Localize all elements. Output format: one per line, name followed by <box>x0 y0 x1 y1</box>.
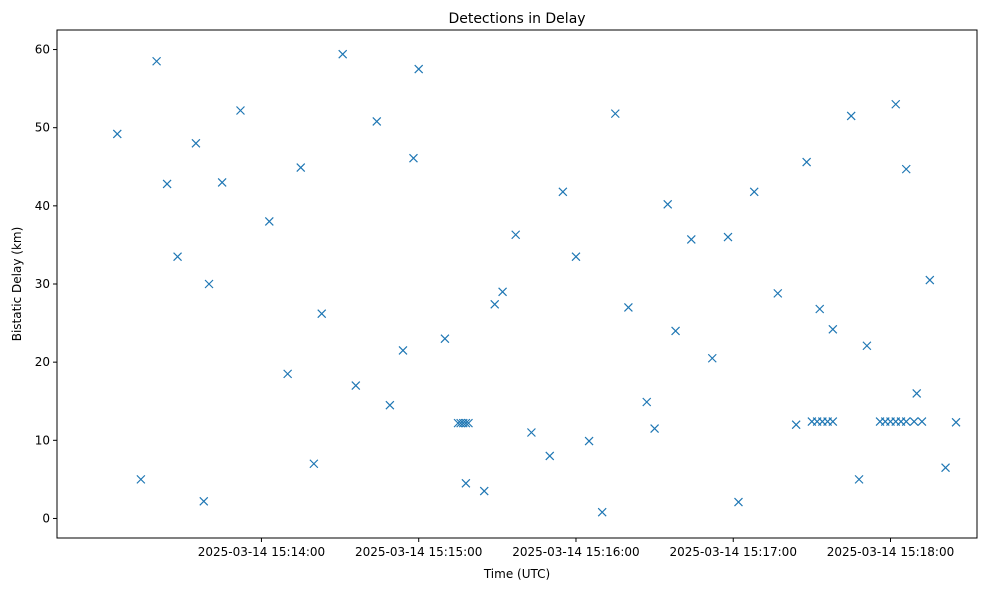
x-tick-label: 2025-03-14 15:16:00 <box>512 545 639 559</box>
data-point <box>264 217 274 226</box>
y-tick-label: 0 <box>42 511 50 525</box>
data-points <box>112 49 961 517</box>
data-point <box>951 417 961 427</box>
data-point <box>479 486 489 496</box>
y-tick-label: 20 <box>35 355 50 369</box>
data-point <box>317 309 327 319</box>
data-point <box>385 400 395 410</box>
data-point <box>642 397 652 407</box>
data-point <box>558 187 568 197</box>
data-point <box>112 129 122 139</box>
y-tick-label: 50 <box>35 121 50 135</box>
data-point <box>236 106 245 115</box>
y-tick-label: 10 <box>35 433 50 447</box>
data-point <box>461 478 471 488</box>
data-point <box>909 417 919 426</box>
data-point <box>309 459 319 469</box>
data-point <box>372 117 382 126</box>
data-point <box>296 163 306 172</box>
data-point <box>623 303 633 312</box>
data-point <box>490 299 500 309</box>
data-point <box>414 64 424 74</box>
data-point <box>173 252 182 262</box>
data-point <box>199 496 209 506</box>
data-point <box>283 369 293 379</box>
data-point <box>162 179 172 189</box>
data-point <box>204 279 214 289</box>
data-point <box>440 334 450 344</box>
data-point <box>846 111 856 121</box>
data-point <box>925 275 935 285</box>
y-tick-label: 30 <box>35 277 50 291</box>
data-point <box>749 187 759 197</box>
data-point <box>545 451 555 461</box>
data-point <box>671 326 681 336</box>
data-point <box>917 417 927 426</box>
data-point <box>663 199 673 209</box>
data-point <box>584 436 594 446</box>
data-point <box>610 109 620 119</box>
data-point <box>597 507 607 517</box>
chart-title: Detections in Delay <box>448 11 585 27</box>
data-point <box>409 153 418 163</box>
data-point <box>338 49 348 59</box>
x-axis-label: Time (UTC) <box>483 567 550 581</box>
data-point <box>723 232 733 242</box>
data-point <box>707 353 717 363</box>
data-point <box>862 341 872 351</box>
data-point <box>815 304 825 314</box>
data-point <box>461 418 471 428</box>
y-axis-label: Bistatic Delay (km) <box>10 227 24 342</box>
x-tick-label: 2025-03-14 15:17:00 <box>670 545 797 559</box>
data-point <box>891 99 901 109</box>
data-point <box>686 235 696 244</box>
y-axis: 0 10 20 30 40 50 60 <box>35 43 57 525</box>
data-point <box>398 346 408 355</box>
x-tick-label: 2025-03-14 15:15:00 <box>355 545 482 559</box>
data-point <box>941 463 950 473</box>
data-point <box>351 381 361 391</box>
data-point <box>901 417 911 426</box>
x-tick-label: 2025-03-14 15:14:00 <box>198 545 325 559</box>
data-point <box>828 417 838 426</box>
x-axis: 2025-03-14 15:14:00 2025-03-14 15:15:00 20… <box>198 538 954 559</box>
data-point <box>511 230 521 240</box>
data-point <box>773 288 783 298</box>
x-tick-label: 2025-03-14 15:18:00 <box>827 545 954 559</box>
data-point <box>901 164 911 174</box>
data-point <box>854 474 864 484</box>
data-point <box>828 324 838 334</box>
data-point <box>791 420 801 430</box>
plot-area <box>56 29 978 539</box>
data-point <box>498 287 508 297</box>
data-point <box>526 428 536 437</box>
data-point <box>571 252 581 262</box>
data-point <box>802 157 812 167</box>
data-point <box>191 138 201 148</box>
y-tick-label: 60 <box>35 43 50 57</box>
data-point <box>152 56 162 66</box>
data-point <box>912 388 922 398</box>
data-point <box>217 177 227 187</box>
data-point <box>464 418 473 428</box>
data-point <box>650 424 660 434</box>
y-tick-label: 40 <box>35 199 50 213</box>
data-point <box>136 474 146 484</box>
data-point <box>734 497 743 507</box>
